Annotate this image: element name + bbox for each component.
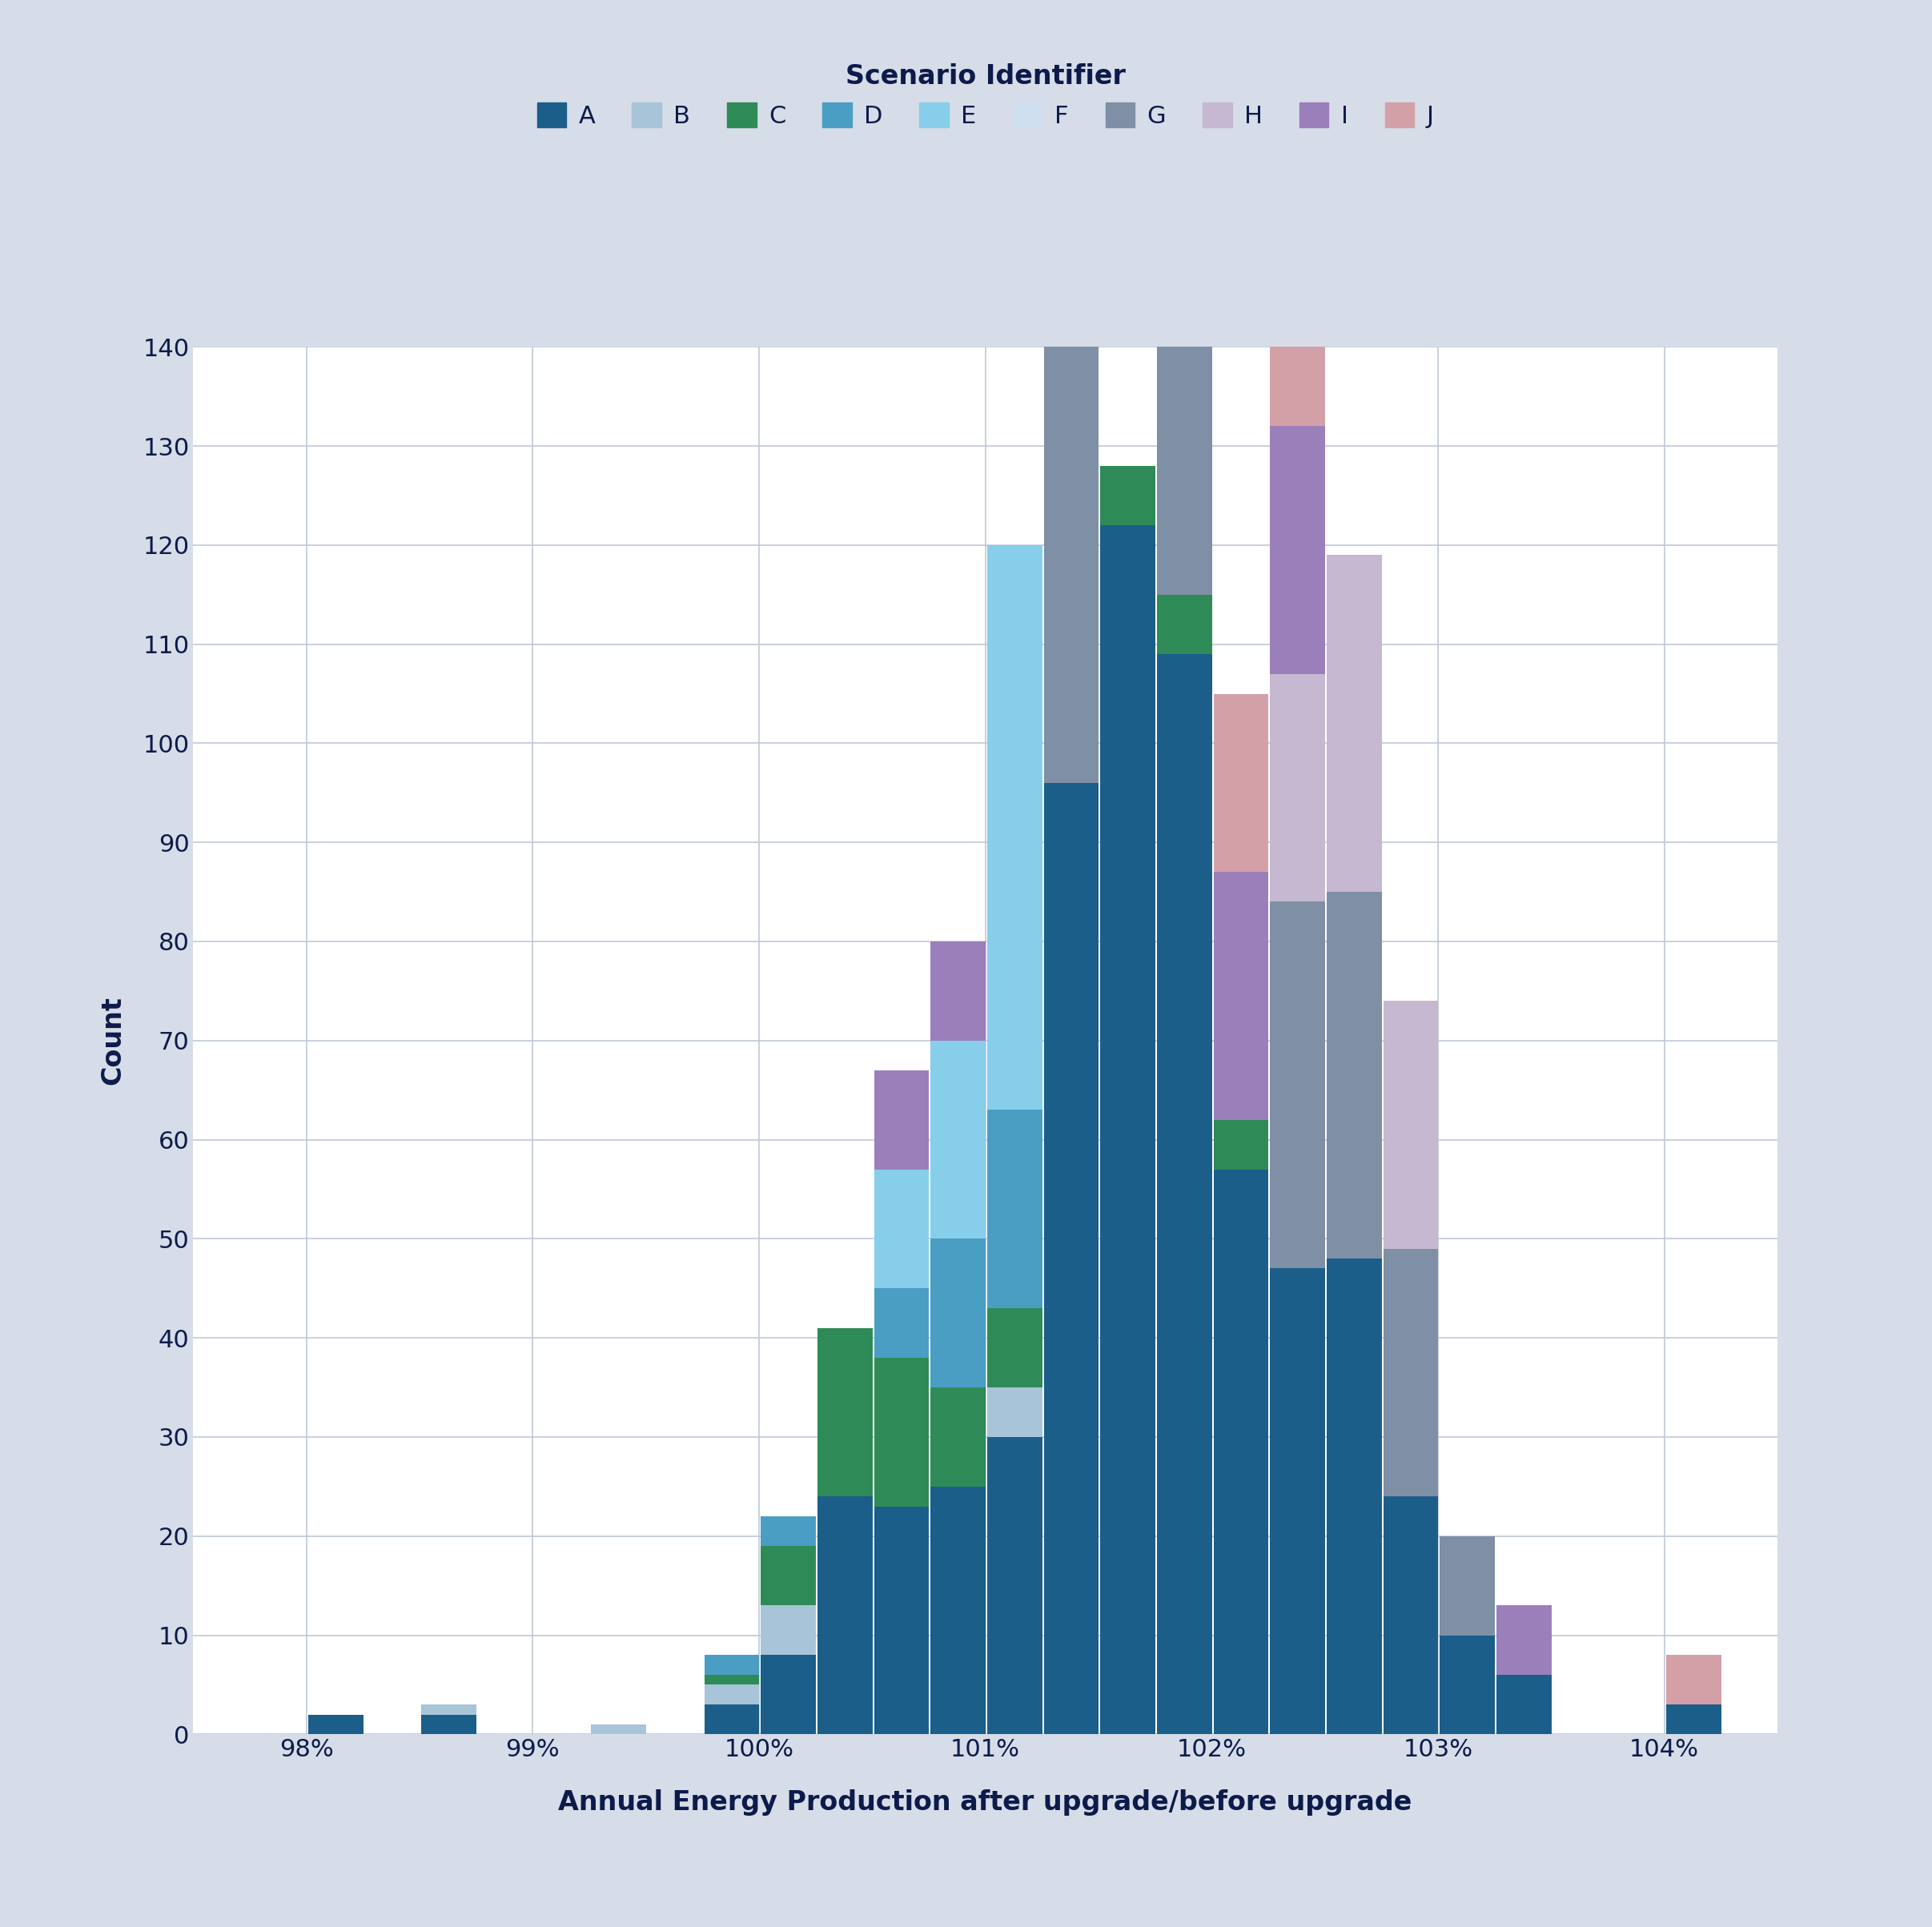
Bar xyxy=(873,1069,929,1170)
Bar xyxy=(1157,653,1211,1734)
X-axis label: Annual Energy Production after upgrade/before upgrade: Annual Energy Production after upgrade/b… xyxy=(558,1788,1412,1815)
Bar xyxy=(421,1705,477,1715)
Bar xyxy=(1439,1536,1495,1636)
Bar xyxy=(591,1725,645,1734)
Bar xyxy=(1497,1605,1551,1675)
Bar xyxy=(1213,694,1269,873)
Bar xyxy=(1101,466,1155,526)
Bar xyxy=(1269,426,1325,674)
Bar xyxy=(873,1359,929,1507)
Bar xyxy=(1497,1675,1551,1734)
Bar xyxy=(1779,1705,1833,1734)
Bar xyxy=(1383,1000,1437,1249)
Bar xyxy=(309,1715,363,1734)
Bar xyxy=(1043,237,1099,782)
Bar xyxy=(1213,1120,1269,1170)
Bar xyxy=(1439,1636,1495,1734)
Bar xyxy=(1043,60,1099,237)
Bar xyxy=(761,1605,815,1655)
Bar xyxy=(1043,782,1099,1734)
Bar xyxy=(1665,1655,1721,1705)
Bar xyxy=(1327,892,1381,1258)
Bar xyxy=(1269,249,1325,426)
Bar xyxy=(1269,1268,1325,1734)
Y-axis label: Count: Count xyxy=(100,996,126,1085)
Bar xyxy=(1383,1497,1437,1734)
Bar xyxy=(1665,1705,1721,1734)
Bar xyxy=(1157,0,1211,50)
Bar xyxy=(987,1110,1041,1308)
Bar xyxy=(1157,50,1211,595)
Bar xyxy=(931,1387,985,1486)
Bar xyxy=(931,1486,985,1734)
Bar xyxy=(705,1705,759,1734)
Bar xyxy=(1327,555,1381,892)
Bar xyxy=(761,1545,815,1605)
Bar xyxy=(1383,1249,1437,1497)
Bar xyxy=(817,1328,873,1497)
Bar xyxy=(987,1438,1041,1734)
Bar xyxy=(873,1507,929,1734)
Bar xyxy=(931,1239,985,1387)
Bar xyxy=(873,1170,929,1289)
Bar xyxy=(873,1289,929,1359)
Bar xyxy=(761,1517,815,1545)
Bar xyxy=(1327,1258,1381,1734)
Bar xyxy=(705,1684,759,1705)
Bar xyxy=(1213,873,1269,1120)
Bar xyxy=(987,1387,1041,1438)
Bar xyxy=(761,1655,815,1734)
Bar xyxy=(1157,595,1211,653)
Bar xyxy=(1213,1170,1269,1734)
Bar xyxy=(987,545,1041,1110)
Bar xyxy=(1269,674,1325,902)
Bar xyxy=(987,1308,1041,1387)
Bar xyxy=(931,942,985,1041)
Bar xyxy=(817,1497,873,1734)
Bar xyxy=(421,1715,477,1734)
Legend: A, B, C, D, E, F, G, H, I, J: A, B, C, D, E, F, G, H, I, J xyxy=(527,54,1443,137)
Bar xyxy=(931,1041,985,1239)
Bar xyxy=(1101,526,1155,1734)
Bar xyxy=(705,1655,759,1675)
Bar xyxy=(705,1675,759,1684)
Bar xyxy=(1269,902,1325,1268)
